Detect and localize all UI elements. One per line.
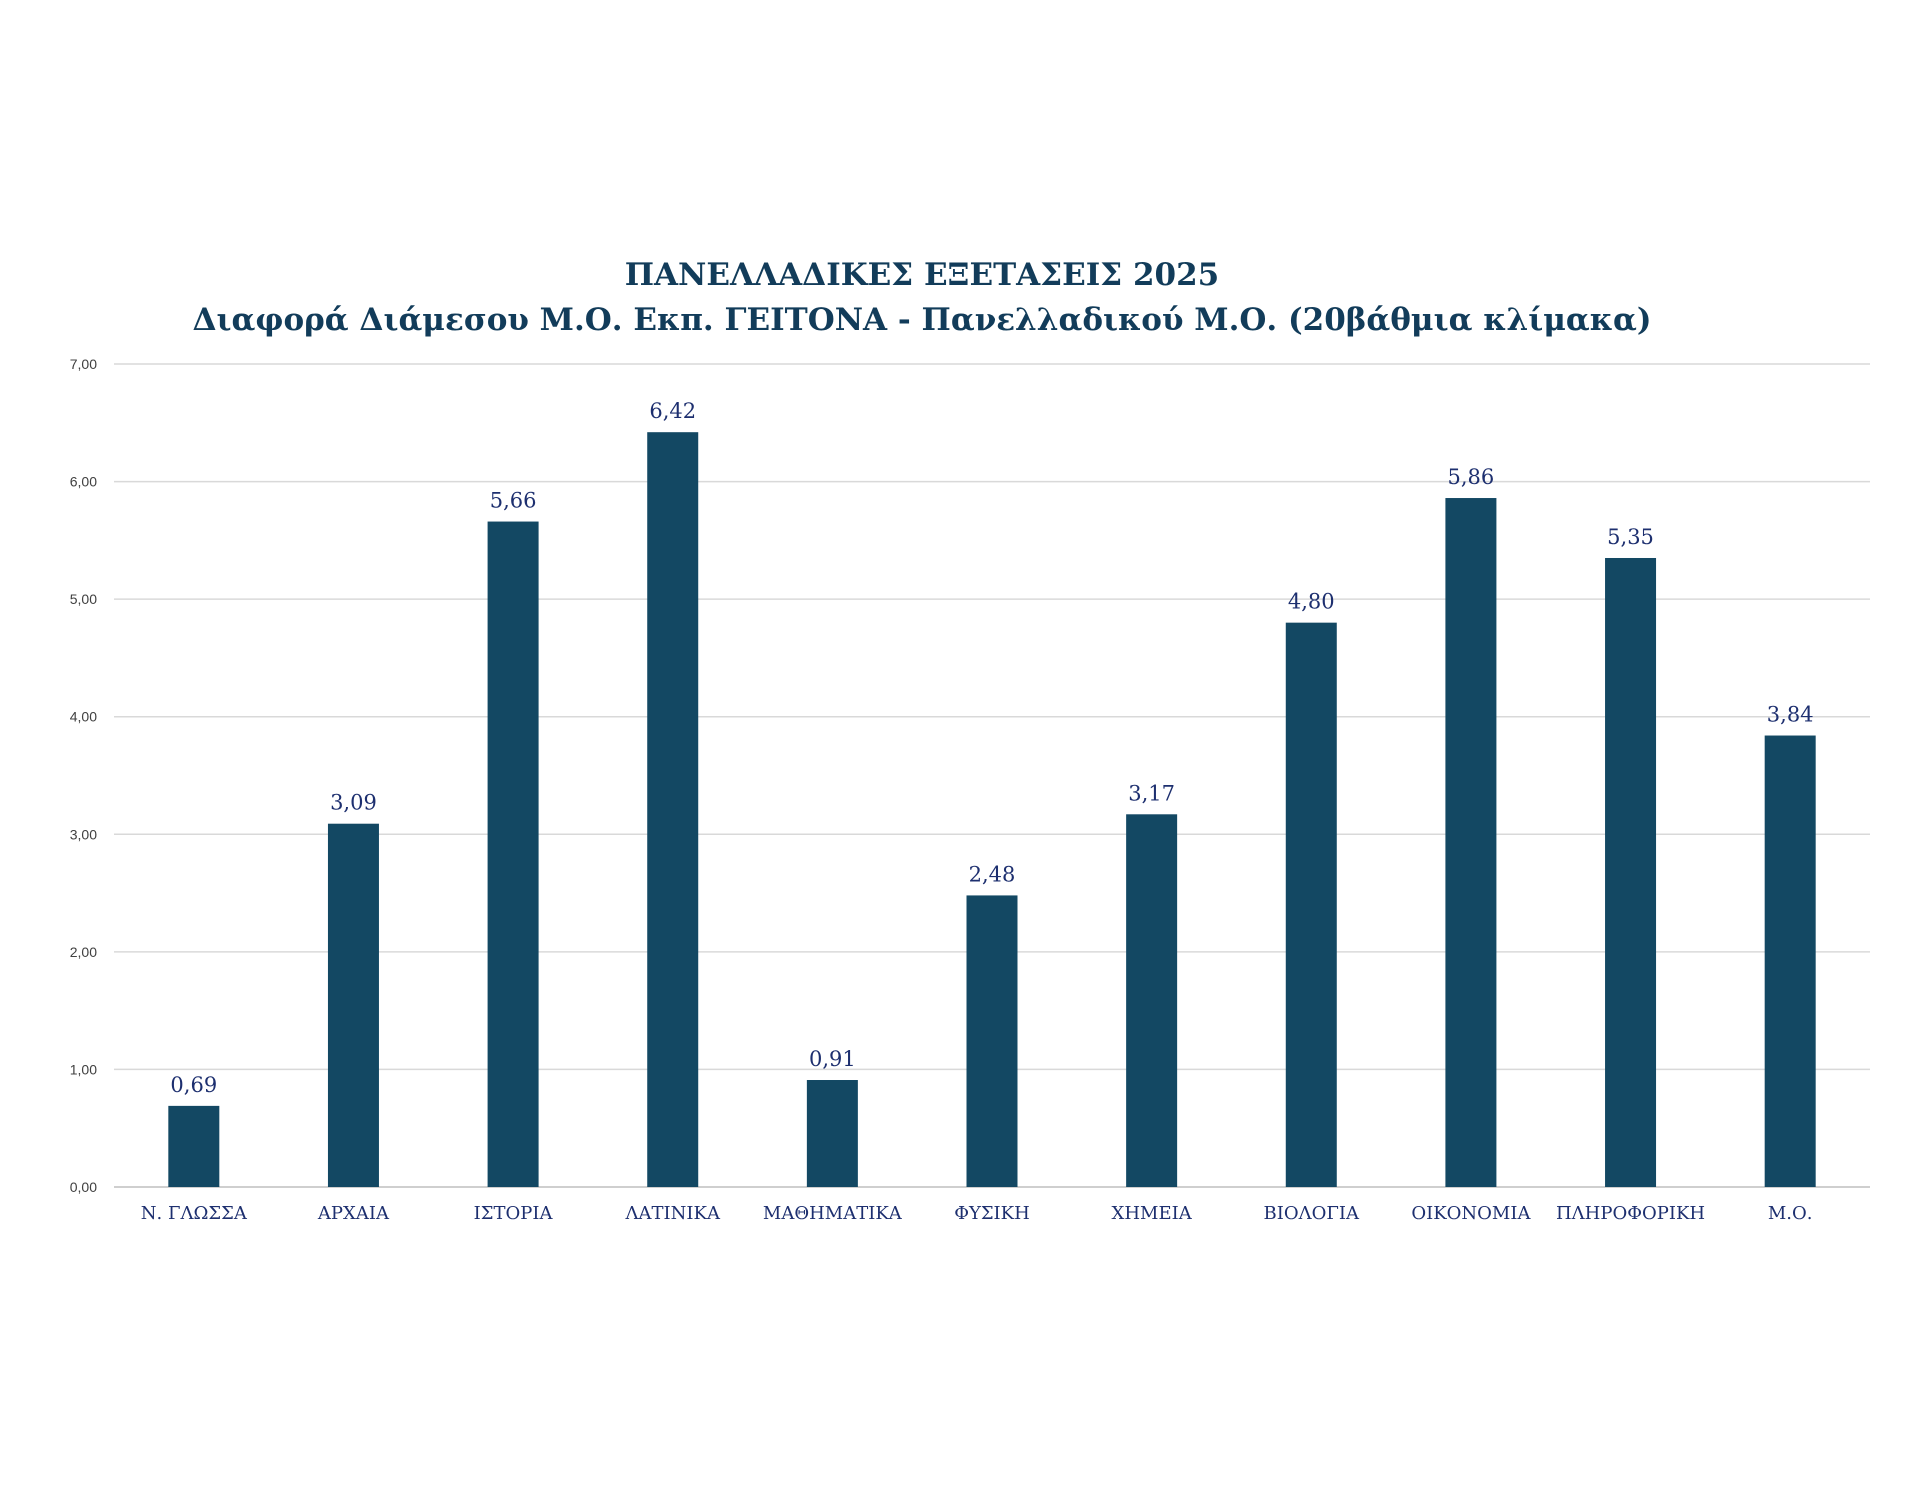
- y-tick-label: 7,00: [70, 356, 97, 372]
- bar: [1605, 557, 1657, 1187]
- data-label: 3,84: [1767, 703, 1814, 727]
- y-axis-ticks: 0,00 1,00 2,00 3,00 4,00 5,00 6,00 7,00: [70, 356, 97, 1195]
- y-tick-label: 5,00: [70, 591, 97, 607]
- bar: [327, 823, 379, 1187]
- bars: [168, 432, 1816, 1188]
- data-label: 5,66: [490, 489, 537, 513]
- data-label: 5,86: [1448, 465, 1495, 489]
- x-axis-ticks: Ν. ΓΛΩΣΣΑ ΑΡΧΑΙΑ ΙΣΤΟΡΙΑ ΛΑΤΙΝΙΚΑ ΜΑΘΗΜΑΤΙΚΑ…: [141, 1203, 1813, 1224]
- data-label: 0,91: [809, 1047, 856, 1071]
- x-tick-label: Μ.Ο.: [1768, 1203, 1813, 1224]
- data-labels: 0,69 3,09 5,66 6,42 0,91 2,48 3,17 4,80 5,86 5,35…: [170, 399, 1813, 1097]
- chart-subtitle: Διαφορά Διάμεσου Μ.Ο. Εκπ. ΓΕΙΤΟΝΑ - Παν…: [193, 302, 1652, 338]
- bar: [1285, 622, 1337, 1187]
- chart-title: ΠΑΝΕΛΛΑΔΙΚΕΣ ΕΞΕΤΑΣΕΙΣ 2025: [625, 257, 1220, 293]
- bar: [966, 895, 1018, 1187]
- y-tick-label: 0,00: [70, 1179, 97, 1195]
- data-label: 6,42: [649, 399, 696, 423]
- x-tick-label: ΑΡΧΑΙΑ: [317, 1203, 390, 1224]
- x-tick-label: ΟΙΚΟΝΟΜΙΑ: [1411, 1203, 1531, 1224]
- x-tick-label: ΙΣΤΟΡΙΑ: [474, 1203, 554, 1224]
- data-label: 0,69: [170, 1073, 217, 1097]
- bar: [1126, 814, 1178, 1187]
- bar: [647, 432, 699, 1188]
- bar: [487, 521, 539, 1187]
- y-tick-label: 1,00: [70, 1061, 97, 1077]
- data-label: 2,48: [969, 862, 1016, 886]
- x-tick-label: ΒΙΟΛΟΓΙΑ: [1264, 1203, 1360, 1224]
- x-tick-label: ΛΑΤΙΝΙΚΑ: [625, 1203, 721, 1224]
- x-tick-label: ΜΑΘΗΜΑΤΙΚΑ: [763, 1203, 903, 1224]
- data-label: 4,80: [1288, 590, 1335, 614]
- y-tick-label: 6,00: [70, 474, 97, 490]
- bar: [1445, 498, 1497, 1187]
- bar: [1764, 735, 1816, 1187]
- x-tick-label: ΧΗΜΕΙΑ: [1112, 1203, 1193, 1224]
- bar: [806, 1080, 858, 1187]
- bar: [168, 1105, 220, 1187]
- data-label: 3,17: [1128, 781, 1175, 805]
- y-tick-label: 2,00: [70, 944, 97, 960]
- y-tick-label: 4,00: [70, 709, 97, 725]
- data-label: 5,35: [1607, 525, 1654, 549]
- y-tick-label: 3,00: [70, 826, 97, 842]
- x-tick-label: ΦΥΣΙΚΗ: [954, 1203, 1030, 1224]
- data-label: 3,09: [330, 791, 377, 815]
- x-tick-label: ΠΛΗΡΟΦΟΡΙΚΗ: [1556, 1203, 1705, 1224]
- x-tick-label: Ν. ΓΛΩΣΣΑ: [141, 1203, 248, 1224]
